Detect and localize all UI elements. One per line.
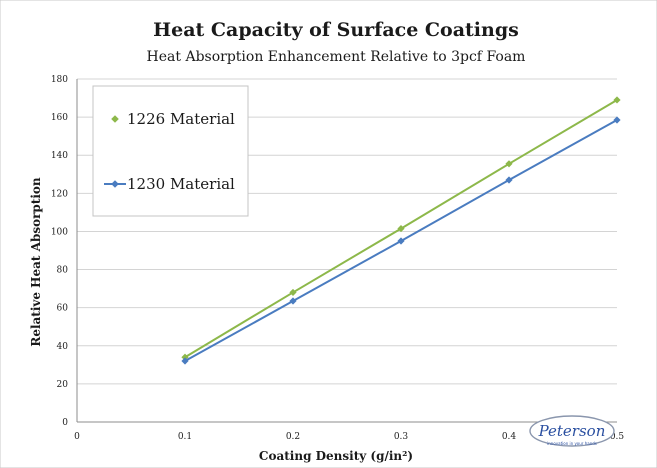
x-tick-label: 0.2: [286, 432, 300, 442]
y-tick-label: 160: [51, 113, 68, 123]
x-tick-labels: 0 0.1 0.2 0.3 0.4 0.5: [74, 432, 624, 442]
series-2: [181, 116, 621, 365]
series-1: [181, 96, 621, 361]
data-point: [505, 160, 513, 168]
legend-marker: [111, 115, 119, 123]
legend-label: 1226 Material: [127, 110, 235, 128]
x-tick-label: 0: [74, 432, 80, 442]
y-tick-label: 120: [51, 189, 68, 199]
y-tick-label: 40: [57, 342, 69, 352]
logo-oval: [529, 415, 615, 447]
y-tick-label: 0: [62, 418, 68, 428]
legend-item: 1230 Material: [104, 175, 235, 193]
data-point: [613, 116, 621, 124]
x-tick-label: 0.5: [610, 432, 625, 442]
data-point: [181, 357, 189, 365]
y-tick-labels: 0 20 40 60 80 100 120 140 160 180: [51, 75, 68, 428]
data-point: [397, 224, 405, 233]
x-axis-title: Coating Density (g/in²): [259, 449, 413, 463]
logo-tagline: innovation in your hands: [547, 441, 597, 446]
legend-items: 1226 Material 1230 Material: [104, 110, 235, 193]
data-point: [289, 288, 297, 297]
legend-item: 1226 Material: [111, 110, 235, 128]
y-tick-label: 60: [57, 304, 69, 314]
x-tick-label: 0.3: [394, 432, 409, 442]
data-point: [505, 176, 513, 184]
y-tick-label: 80: [57, 266, 69, 276]
chart-subtitle: Heat Absorption Enhancement Relative to …: [147, 49, 526, 65]
data-point: [613, 96, 621, 104]
y-tick-label: 140: [51, 151, 68, 161]
data-point: [289, 297, 297, 305]
x-tick-label: 0.4: [502, 432, 517, 442]
peterson-logo: Peterson innovation in your hands: [529, 415, 615, 447]
chart-title: Heat Capacity of Surface Coatings: [153, 19, 519, 41]
legend-marker: [111, 180, 119, 188]
legend: 1226 Material 1230 Material: [92, 85, 249, 217]
y-tick-label: 180: [51, 75, 68, 85]
y-tick-label: 100: [51, 227, 68, 237]
series-layer: [181, 96, 621, 365]
legend-box: [92, 85, 249, 217]
axes: [76, 79, 617, 423]
data-point: [397, 237, 405, 245]
x-tick-label: 0.1: [178, 432, 192, 442]
y-tick-label: 20: [57, 380, 69, 390]
logo-wordmark: Peterson: [538, 422, 606, 440]
y-axis-title: Relative Heat Absorption: [29, 177, 43, 347]
legend-label: 1230 Material: [127, 175, 235, 193]
